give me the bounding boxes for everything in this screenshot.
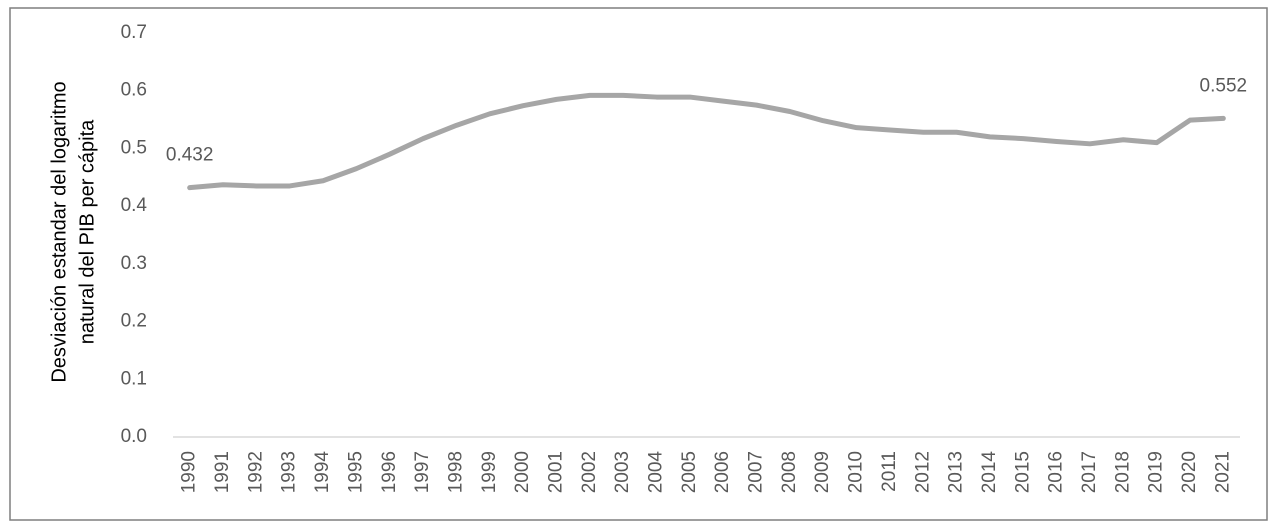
x-tick-label: 2018 bbox=[1112, 451, 1133, 493]
y-tick-label: 0.0 bbox=[121, 426, 147, 447]
x-tick-label: 2009 bbox=[812, 451, 833, 493]
y-tick-label: 0.2 bbox=[121, 311, 147, 332]
x-tick-label: 2015 bbox=[1012, 451, 1033, 493]
x-tick-label: 2002 bbox=[579, 451, 600, 493]
y-tick-label: 0.6 bbox=[121, 80, 147, 101]
chart-frame bbox=[9, 7, 1268, 521]
x-tick-label: 2011 bbox=[879, 451, 900, 492]
x-tick-label: 1990 bbox=[179, 451, 200, 493]
x-tick-label: 1997 bbox=[412, 451, 433, 493]
data-label: 0.432 bbox=[166, 145, 214, 166]
x-tick-label: 2005 bbox=[679, 451, 700, 493]
x-tick-label: 2010 bbox=[846, 451, 867, 493]
x-tick-label: 2013 bbox=[946, 451, 967, 493]
x-tick-label: 1993 bbox=[279, 451, 300, 493]
x-tick-label: 2000 bbox=[512, 451, 533, 493]
x-tick-label: 2016 bbox=[1046, 451, 1067, 493]
x-tick-label: 2012 bbox=[912, 451, 933, 493]
x-tick-label: 2001 bbox=[545, 451, 566, 493]
x-tick-label: 2004 bbox=[646, 451, 667, 494]
x-tick-label: 1998 bbox=[445, 451, 466, 493]
x-tick-label: 1991 bbox=[212, 451, 233, 493]
y-tick-label: 0.1 bbox=[121, 368, 147, 389]
x-tick-label: 2014 bbox=[979, 451, 1000, 494]
x-tick-label: 1994 bbox=[312, 451, 333, 494]
y-tick-label: 0.3 bbox=[121, 253, 147, 274]
y-tick-label: 0.4 bbox=[121, 195, 148, 216]
x-tick-label: 2021 bbox=[1212, 451, 1233, 493]
x-tick-label: 1992 bbox=[245, 451, 266, 493]
y-tick-label: 0.5 bbox=[121, 137, 147, 158]
x-tick-label: 2003 bbox=[612, 451, 633, 493]
x-tick-label: 1999 bbox=[479, 451, 500, 493]
x-tick-label: 2006 bbox=[712, 451, 733, 493]
x-tick-label: 2020 bbox=[1179, 451, 1200, 493]
x-tick-label: 2019 bbox=[1146, 451, 1167, 493]
x-tick-label: 2017 bbox=[1079, 451, 1100, 493]
x-tick-label: 2007 bbox=[746, 451, 767, 493]
x-tick-label: 1996 bbox=[379, 451, 400, 493]
y-axis-title: Desviación estandar del logaritmo bbox=[48, 81, 70, 382]
y-tick-label: 0.7 bbox=[121, 22, 147, 43]
y-axis-title: natural del PIB per cápita bbox=[76, 119, 98, 344]
line bbox=[187, 92, 1226, 191]
data-label: 0.552 bbox=[1200, 75, 1248, 96]
x-tick-label: 2008 bbox=[779, 451, 800, 493]
x-tick-label: 1995 bbox=[345, 451, 366, 493]
